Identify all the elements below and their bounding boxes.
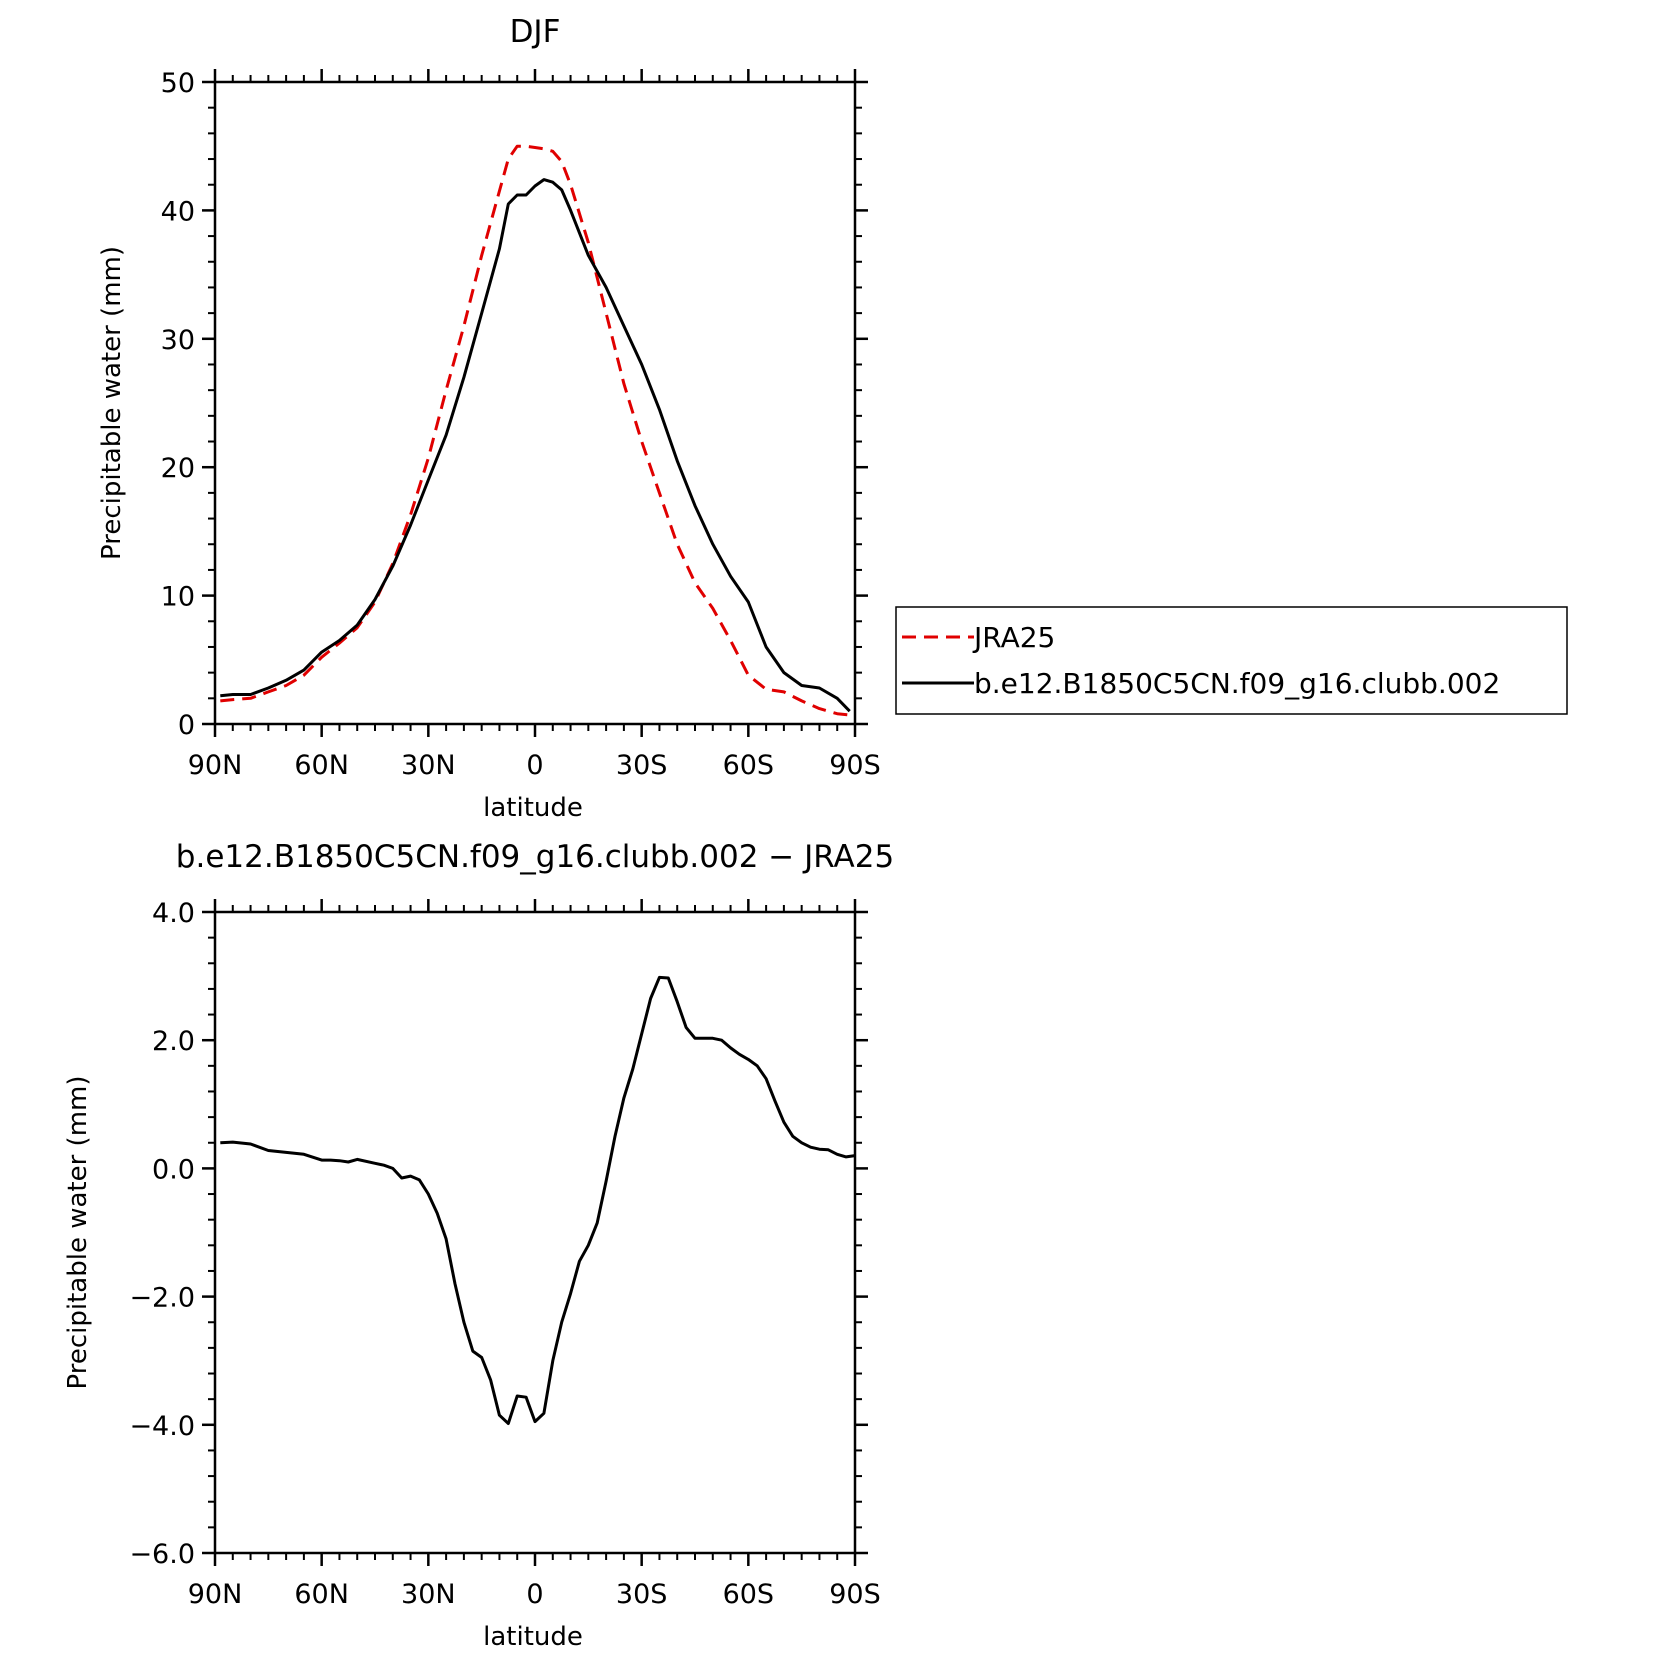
y-tick-label: −4.0: [129, 1411, 195, 1442]
x-tick-label: 0: [526, 1579, 543, 1610]
x-tick-label: 60S: [723, 750, 775, 781]
y-tick-label: −6.0: [129, 1539, 195, 1570]
x-tick-label: 90N: [188, 1579, 243, 1610]
chart-title: DJF: [510, 14, 561, 50]
y-tick-label: 10: [161, 582, 195, 613]
y-tick-label: −2.0: [129, 1283, 195, 1314]
legend-box: [895, 606, 1568, 715]
x-tick-label: 90N: [188, 750, 243, 781]
x-tick-label: 90S: [829, 750, 881, 781]
bottom-chart-difference: b.e12.B1850C5CN.f09_g16.clubb.002 − JRA2…: [63, 839, 894, 1652]
y-tick-label: 0: [178, 710, 195, 741]
y-tick-label: 30: [161, 325, 195, 356]
x-axis-label: latitude: [483, 1622, 583, 1652]
legend-label: JRA25: [972, 621, 1055, 654]
jra25-series-line: [220, 144, 850, 717]
x-tick-label: 90S: [829, 1579, 881, 1610]
y-axis-label: Precipitable water (mm): [63, 1076, 93, 1390]
x-tick-label: 30N: [401, 750, 456, 781]
x-tick-label: 60S: [723, 1579, 775, 1610]
x-tick-label: 30S: [616, 750, 668, 781]
difference-series-line: [220, 975, 856, 1425]
y-tick-label: 40: [161, 196, 195, 227]
top-chart-djf: DJF 90N 60N 30N 0 30S 60S 90S 0 10 20 30 40 50 latitud…: [97, 14, 881, 823]
legend: JRA25 b.e12.B1850C5CN.f09_g16.clubb.002: [895, 606, 1568, 715]
x-tick-label: 0: [526, 750, 543, 781]
y-tick-label: 0.0: [152, 1154, 195, 1185]
x-tick-label: 30S: [616, 1579, 668, 1610]
y-tick-label: 2.0: [152, 1026, 195, 1057]
b-e12-b1850c5cn-f09-g16-clubb-002-series-line: [220, 178, 851, 713]
y-axis-label: Precipitable water (mm): [97, 246, 127, 560]
x-tick-label: 30N: [401, 1579, 456, 1610]
plot-frame: [213, 910, 857, 1555]
y-tick-label: 50: [161, 68, 195, 99]
x-tick-label: 60N: [294, 750, 349, 781]
legend-label: b.e12.B1850C5CN.f09_g16.clubb.002: [974, 667, 1500, 700]
y-tick-label: 20: [161, 453, 195, 484]
y-tick-label: 4.0: [152, 898, 195, 929]
x-axis-label: latitude: [483, 793, 583, 823]
chart-title: b.e12.B1850C5CN.f09_g16.clubb.002 − JRA2…: [176, 839, 894, 875]
x-tick-label: 60N: [294, 1579, 349, 1610]
